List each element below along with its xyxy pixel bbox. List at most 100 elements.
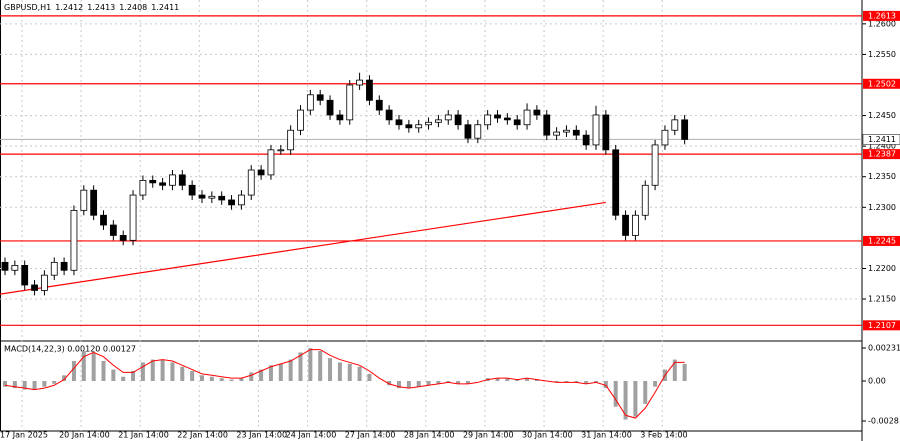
x-tick-label: 22 Jan 14:00 <box>177 431 228 440</box>
candle-body <box>632 214 639 236</box>
candle-body <box>50 261 58 276</box>
candle-body <box>612 149 620 216</box>
candle-body <box>257 169 265 176</box>
histogram-bar <box>682 363 687 381</box>
level-label-box <box>863 149 900 160</box>
histogram-bar <box>150 359 155 381</box>
histogram-bar <box>623 381 628 420</box>
header-value: 1.2408 <box>119 3 147 12</box>
histogram-bar <box>239 378 244 381</box>
histogram-bar <box>564 381 569 383</box>
histogram-bar <box>436 381 441 384</box>
histogram-bar <box>505 378 510 381</box>
candle-body <box>671 119 679 131</box>
candle-body <box>306 94 314 111</box>
histogram-bar <box>298 352 303 381</box>
histogram-bar <box>584 381 589 384</box>
x-tick-label: 30 Jan 14:00 <box>522 431 573 440</box>
histogram-bar <box>278 363 283 381</box>
candle-body <box>178 174 186 186</box>
histogram-bar <box>633 381 638 417</box>
candle-body <box>336 114 344 121</box>
candle-body <box>109 224 117 236</box>
candle-body <box>198 194 206 199</box>
histogram-bar <box>160 359 165 381</box>
candle-body <box>297 109 304 131</box>
histogram-bar <box>465 381 470 384</box>
candle-body <box>405 124 413 129</box>
candle-body <box>553 131 560 136</box>
candle-body <box>100 214 107 226</box>
candle-body <box>523 109 531 126</box>
x-tick-label: 17 Jan 2025 <box>0 431 48 440</box>
histogram-bar <box>209 376 214 381</box>
histogram-bar <box>131 371 136 381</box>
histogram-bar <box>111 369 116 381</box>
histogram-bar <box>574 381 579 383</box>
symbol: GBPUSD,H1 <box>4 3 51 12</box>
y-tick-label: 0.00231 <box>868 344 900 353</box>
histogram-bar <box>229 379 234 381</box>
level-label-box <box>863 235 900 246</box>
candle-body <box>582 134 590 146</box>
histogram-bar <box>397 381 401 389</box>
histogram-bar <box>190 371 195 381</box>
histogram-bar <box>672 359 677 381</box>
histogram-bar <box>347 363 352 381</box>
candle-body <box>218 195 226 201</box>
candle-body <box>454 114 462 126</box>
candle-body <box>434 119 442 123</box>
candle-body <box>425 121 432 126</box>
candle-body <box>375 99 383 111</box>
level-label-box <box>863 320 900 331</box>
histogram-bar <box>525 378 530 381</box>
candle-body <box>80 189 88 211</box>
candle-body <box>277 149 285 152</box>
histogram-bar <box>308 348 313 381</box>
header-value: 1.2412 <box>55 3 83 12</box>
level-label: 1.2613 <box>868 11 896 20</box>
histogram-bar <box>515 379 520 381</box>
x-tick-label: 24 Jan 14:00 <box>286 431 337 440</box>
candle-body <box>228 199 235 206</box>
y-tick-label: 1.2400 <box>868 142 896 151</box>
candle-body <box>119 235 127 241</box>
candle-body <box>356 79 364 86</box>
x-tick-label: 29 Jan 14:00 <box>463 431 514 440</box>
candle-body <box>572 129 580 136</box>
candle-body <box>651 144 659 186</box>
candle-body <box>385 109 393 121</box>
candle-body <box>247 169 255 196</box>
x-tick-label: 3 Feb 14:00 <box>640 431 687 440</box>
x-tick-label: 28 Jan 14:00 <box>404 431 455 440</box>
histogram-bar <box>406 381 411 389</box>
candle-body <box>563 129 570 133</box>
candle-body <box>484 114 492 126</box>
candle-body <box>188 184 196 196</box>
candle-body <box>159 182 167 186</box>
histogram-bar <box>42 381 47 387</box>
histogram-bar <box>603 381 608 389</box>
level-label: 1.2107 <box>868 321 896 330</box>
histogram-bar <box>170 362 175 381</box>
candle-body <box>129 194 137 241</box>
histogram-bar <box>52 381 57 384</box>
candle-body <box>464 124 472 139</box>
histogram-bar <box>121 376 126 381</box>
level-label: 1.2245 <box>868 236 896 245</box>
level-label-box <box>863 10 900 21</box>
histogram-bar <box>101 361 106 381</box>
histogram-bar <box>81 351 86 381</box>
candle-body <box>395 119 403 126</box>
histogram-bar <box>200 375 204 381</box>
y-tick-label: 1.2450 <box>868 111 896 120</box>
candle-body <box>41 274 48 291</box>
candle-body <box>1 261 9 271</box>
histogram-bar <box>495 378 500 381</box>
candle-body <box>139 179 147 196</box>
candle-body <box>444 114 452 121</box>
last-price-box <box>862 134 900 145</box>
header-value: 1.2413 <box>87 3 115 12</box>
candle-body <box>208 195 216 199</box>
